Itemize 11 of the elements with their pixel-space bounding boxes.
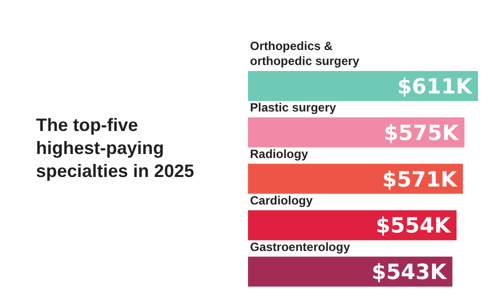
y-tick-label: Radiology	[250, 147, 308, 161]
data-label: $543K	[372, 260, 448, 284]
y-tick-label: Plastic surgery	[250, 100, 336, 115]
data-label: $571K	[382, 167, 458, 192]
text: The top-five highest-paying specialties in 2025	[36, 114, 196, 183]
y-tick-label: Cardiology	[250, 193, 313, 208]
data-label: $554K	[376, 214, 452, 238]
data-label: $575K	[384, 120, 460, 145]
data-label: $611K	[397, 74, 473, 98]
y-tick-label: Orthopedics & orthopedic surgery	[250, 39, 360, 68]
y-tick-label: Gastroenterology	[250, 240, 350, 254]
